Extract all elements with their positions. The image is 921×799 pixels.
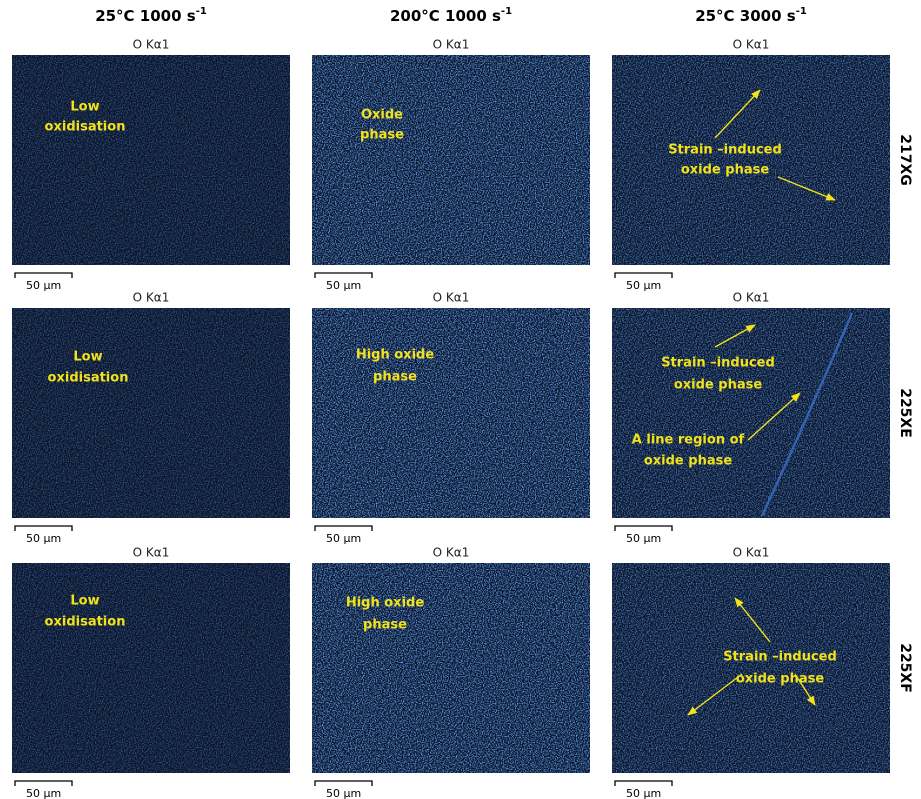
element-label: O Kα1	[433, 546, 470, 560]
figure: 25°C 1000 s-1200°C 1000 s-125°C 3000 s-1…	[0, 0, 921, 799]
column-header-sup: -1	[196, 6, 207, 17]
annotation: Low	[70, 594, 99, 609]
scale-bar	[315, 273, 372, 278]
map-speckle	[12, 55, 290, 265]
element-label: O Kα1	[433, 38, 470, 52]
annotation: oxide phase	[736, 672, 824, 687]
annotation: oxidisation	[45, 120, 126, 135]
scale-bar	[615, 273, 672, 278]
annotation: Strain –induced	[668, 143, 782, 158]
column-header: 25°C 3000 s-1	[695, 6, 807, 25]
element-label: O Kα1	[133, 38, 170, 52]
row-label: 225XF	[897, 643, 913, 693]
map-speckle	[612, 308, 890, 518]
map-speckle	[312, 308, 590, 518]
column-header-sup: -1	[501, 6, 512, 17]
map-speckle	[312, 563, 590, 773]
element-label: O Kα1	[733, 546, 770, 560]
scale-bar-label: 50 µm	[26, 787, 61, 799]
annotation: A line region of	[632, 433, 745, 448]
annotation: phase	[360, 128, 404, 143]
element-label: O Kα1	[433, 291, 470, 305]
map-speckle	[612, 563, 890, 773]
element-label: O Kα1	[133, 546, 170, 560]
scale-bar-label: 50 µm	[626, 787, 661, 799]
map-speckle	[312, 55, 590, 265]
column-header-text: 25°C 3000 s	[695, 7, 796, 25]
element-label: O Kα1	[733, 38, 770, 52]
column-header-sup: -1	[796, 6, 807, 17]
element-label: O Kα1	[733, 291, 770, 305]
scale-bar-label: 50 µm	[626, 532, 661, 545]
map-speckle	[12, 308, 290, 518]
map-speckle	[612, 55, 890, 265]
annotation: Strain –induced	[661, 356, 775, 371]
annotation: Oxide	[361, 108, 403, 123]
scale-bar	[15, 526, 72, 531]
annotation: High oxide	[346, 596, 425, 611]
scale-bar	[615, 526, 672, 531]
annotation: oxide phase	[644, 454, 732, 469]
scale-bar-label: 50 µm	[26, 279, 61, 292]
element-label: O Kα1	[133, 291, 170, 305]
row-label: 217XG	[897, 134, 913, 186]
scale-bar-label: 50 µm	[326, 787, 361, 799]
annotation: oxidisation	[45, 615, 126, 630]
scale-bar-label: 50 µm	[26, 532, 61, 545]
annotation: Low	[70, 100, 99, 115]
scale-bar	[15, 781, 72, 786]
annotation: oxide phase	[674, 378, 762, 393]
column-header: 200°C 1000 s-1	[390, 6, 512, 25]
annotation: High oxide	[356, 348, 435, 363]
annotation: Low	[73, 350, 102, 365]
scale-bar-label: 50 µm	[626, 279, 661, 292]
annotation: oxide phase	[681, 163, 769, 178]
row-label: 225XE	[897, 388, 913, 438]
annotation: phase	[363, 618, 407, 633]
scale-bar-label: 50 µm	[326, 279, 361, 292]
scale-bar	[15, 273, 72, 278]
column-header-text: 25°C 1000 s	[95, 7, 196, 25]
column-header-text: 200°C 1000 s	[390, 7, 501, 25]
scale-bar	[315, 781, 372, 786]
scale-bar	[615, 781, 672, 786]
scale-bar-label: 50 µm	[326, 532, 361, 545]
column-header: 25°C 1000 s-1	[95, 6, 207, 25]
annotation: phase	[373, 370, 417, 385]
annotation: Strain –induced	[723, 650, 837, 665]
map-speckle	[12, 563, 290, 773]
annotation: oxidisation	[48, 371, 129, 386]
scale-bar	[315, 526, 372, 531]
